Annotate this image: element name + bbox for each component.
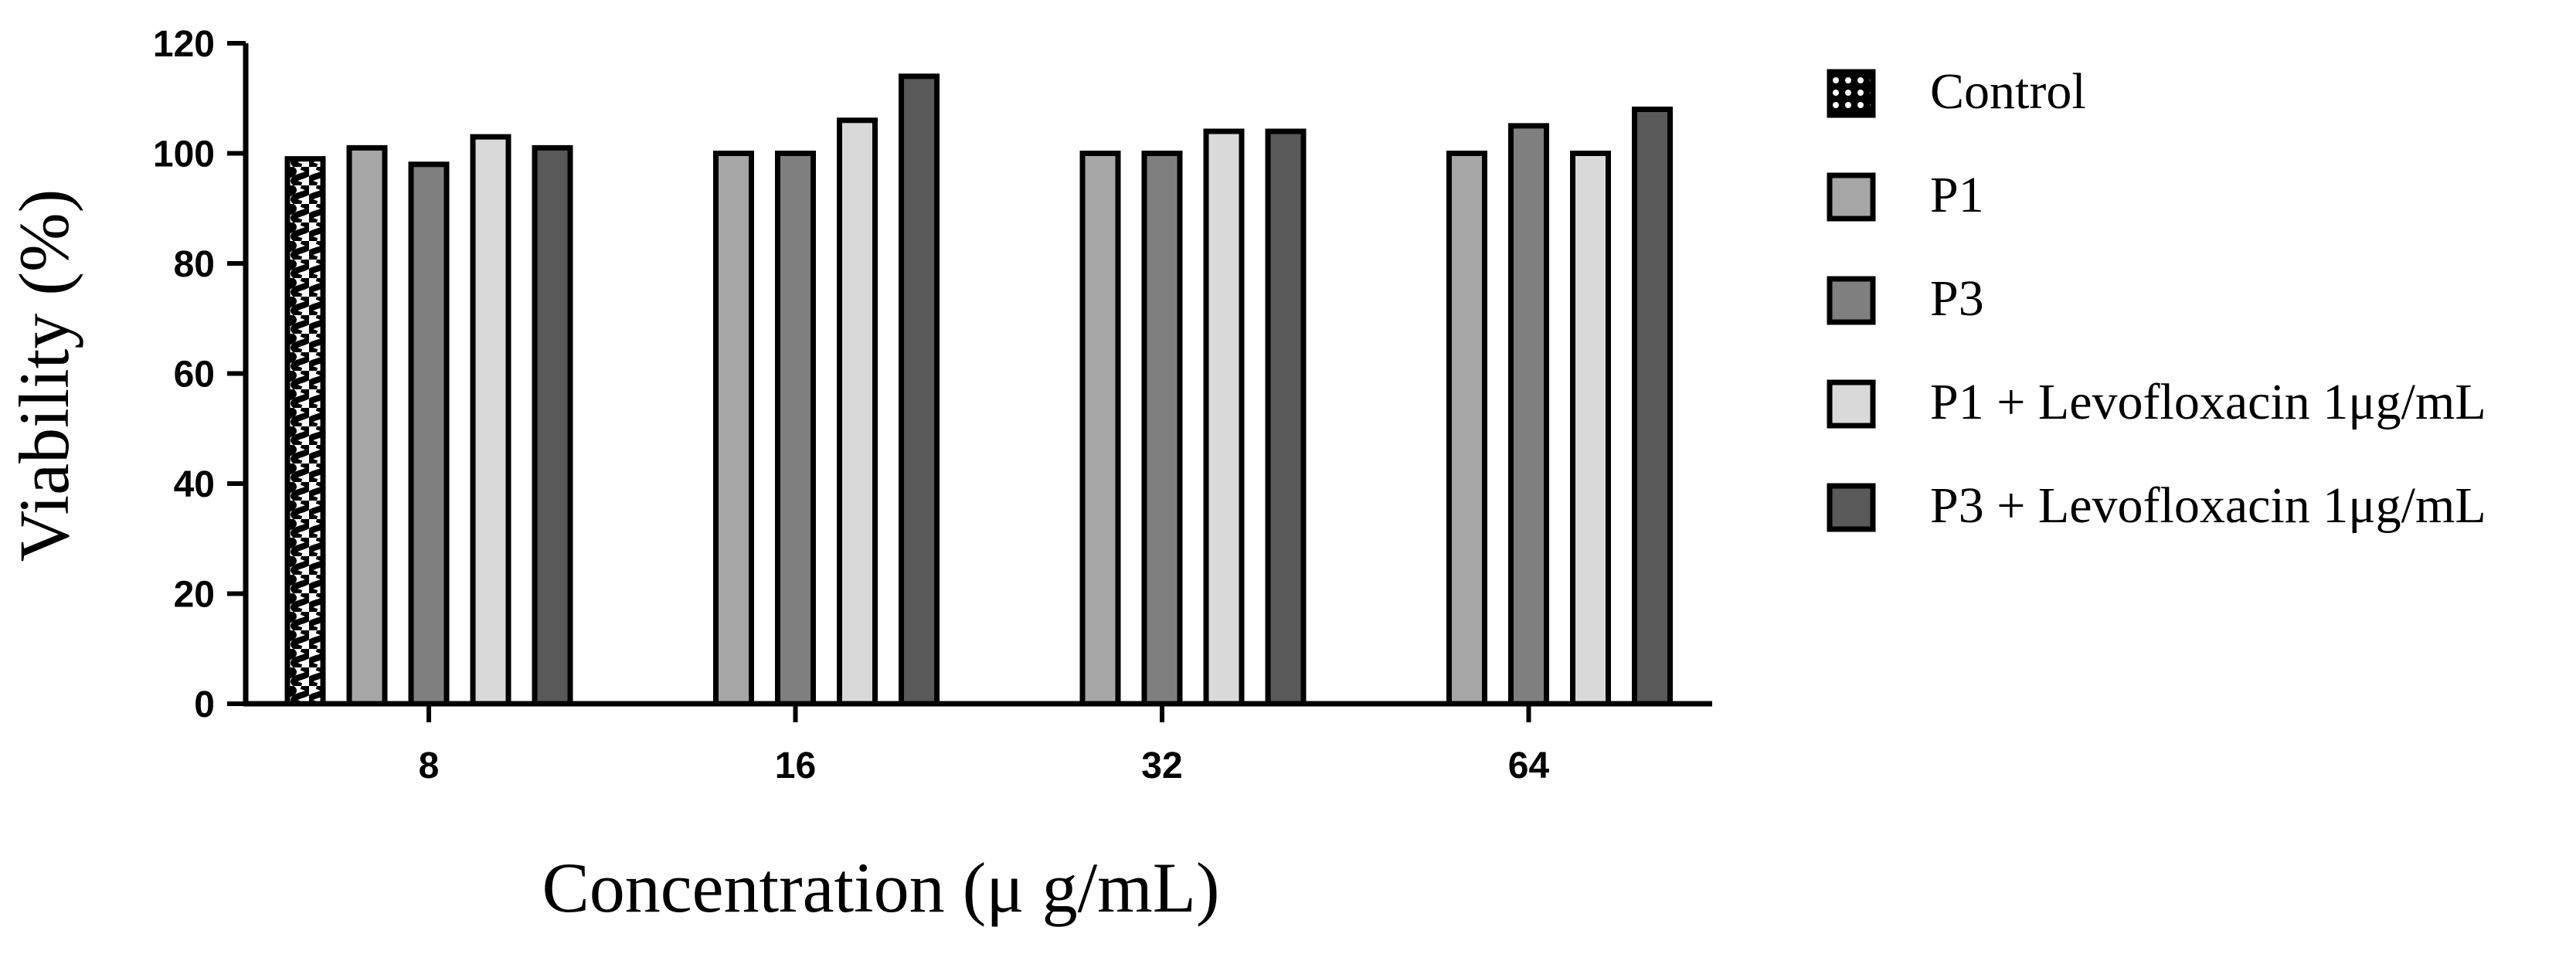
bar-p3-levofloxacin-1-g-ml-32 (1265, 128, 1307, 707)
bar-p1-levofloxacin-1-g-ml-32 (1203, 128, 1245, 707)
x-axis-title: Concentration (μ g/mL) (542, 848, 1219, 927)
x-tick-label-8: 8 (419, 745, 440, 786)
bar-p1-levofloxacin-1-g-ml-8 (470, 134, 511, 707)
y-tick-label-20: 20 (174, 575, 215, 616)
bar-p3-16 (775, 151, 816, 707)
axes-group (243, 43, 1712, 707)
y-tick-label-40: 40 (174, 464, 215, 505)
bar-p3-32 (1141, 151, 1183, 707)
y-tick-label-80: 80 (174, 244, 215, 285)
legend-label-p3-levofloxacin-1-g-ml: P3 + Levofloxacin 1μg/mL (1930, 477, 2486, 534)
legend-swatch-p1-levofloxacin-1-g-ml (1827, 379, 1876, 429)
y-axis-ticks: 0 20 40 60 80 100 120 (153, 24, 246, 725)
y-tick-label-120: 120 (153, 24, 215, 65)
bar-p3-64 (1508, 123, 1549, 707)
bar-p1-32 (1079, 151, 1121, 707)
legend-label-p1-levofloxacin-1-g-ml: P1 + Levofloxacin 1μg/mL (1930, 374, 2486, 430)
x-tick-label-16: 16 (775, 745, 816, 786)
bar-p1-levofloxacin-1-g-ml-16 (837, 117, 878, 707)
legend-swatch-p3-levofloxacin-1-g-ml (1827, 483, 1876, 532)
legend: Control P1 P3 P1 + Levofloxacin 1μg/mL P3 + … (1827, 63, 2486, 534)
bar-p3-levofloxacin-1-g-ml-64 (1632, 107, 1673, 707)
legend-swatch-p3 (1827, 276, 1876, 325)
legend-swatch-p1 (1827, 172, 1876, 222)
bar-p1-16 (713, 151, 754, 707)
x-tick-label-32: 32 (1141, 745, 1182, 786)
legend-swatch-control (1827, 69, 1876, 118)
bar-p3-levofloxacin-1-g-ml-16 (899, 73, 940, 707)
bar-control-8 (284, 156, 326, 707)
bar-p1-8 (346, 144, 388, 707)
bar-p1-64 (1446, 151, 1487, 707)
y-tick-label-100: 100 (153, 134, 215, 175)
bar-p3-levofloxacin-1-g-ml-8 (532, 144, 573, 707)
bars-group (284, 73, 1673, 707)
bar-p1-levofloxacin-1-g-ml-64 (1570, 151, 1611, 707)
legend-label-control: Control (1930, 63, 2086, 120)
bar-p3-8 (408, 161, 450, 707)
legend-label-p1: P1 (1930, 167, 1984, 223)
y-tick-label-0: 0 (194, 684, 215, 725)
y-axis-title: Viability (%) (5, 189, 83, 562)
legend-label-p3: P3 (1930, 270, 1984, 327)
x-tick-label-64: 64 (1508, 745, 1550, 786)
x-axis-ticks: 8 16 32 64 (419, 704, 1550, 786)
y-tick-label-60: 60 (174, 355, 215, 396)
